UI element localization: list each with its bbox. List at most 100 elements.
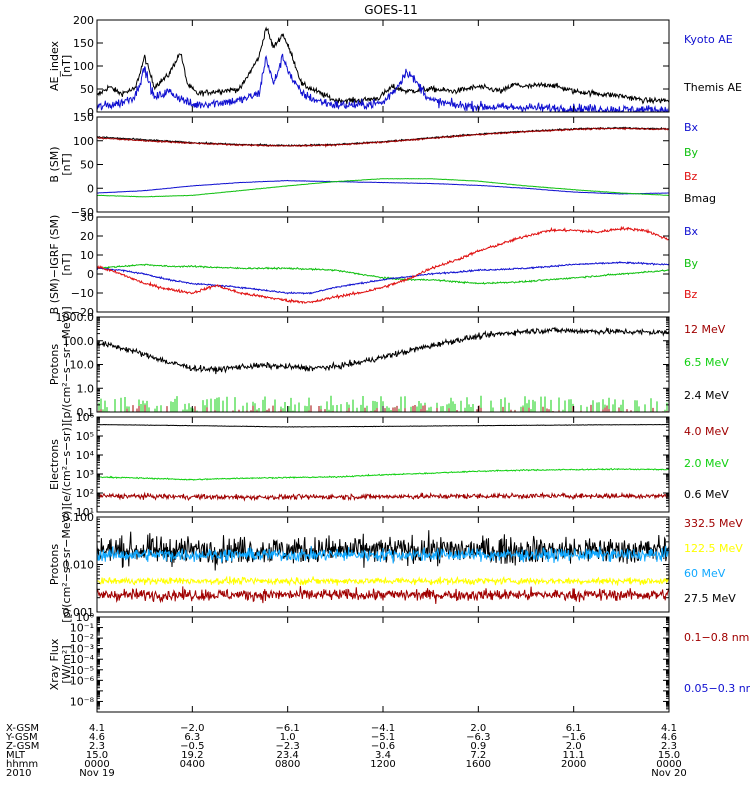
legend-entry: 2.4 MeV: [684, 389, 729, 402]
y-tick-label: 10⁻⁶: [70, 674, 95, 687]
x-tick-value: 0800: [275, 759, 300, 770]
x-tick-value: 11.1: [563, 750, 585, 761]
legend-entry: 60 MeV: [684, 567, 726, 580]
series-0-6-mev: [97, 423, 669, 428]
x-tick-value: 4.6: [661, 732, 677, 743]
y-tick-label: 0.100: [63, 511, 95, 524]
series-kyoto-ae: [97, 53, 669, 112]
legend-entry: 122.5 MeV: [684, 542, 743, 555]
y-axis-label: [nT]: [60, 153, 73, 175]
x-row-label: Y-GSM: [5, 732, 38, 743]
y-tick-label: 10²: [76, 487, 94, 500]
series-122-5-mev: [97, 575, 669, 587]
series-group: [97, 26, 669, 112]
legend-entry: Themis AE: [683, 81, 742, 94]
y-tick-label: 100: [73, 135, 94, 148]
y-tick-label: 30: [80, 211, 94, 224]
x-tick-value: Nov 19: [79, 768, 114, 779]
y-tick-label: 10⁴: [76, 449, 95, 462]
x-tick-value: 4.6: [89, 732, 105, 743]
series-bx: [97, 261, 669, 295]
y-axis-label: [p/(cm²−s−sr−MeV)]: [60, 506, 73, 622]
x-tick-value: −1.6: [562, 732, 586, 743]
legend-entry: 27.5 MeV: [684, 592, 736, 605]
x-tick-value: 7.2: [470, 750, 486, 761]
legend-entry: 0.05−0.3 nm: [684, 682, 750, 695]
y-axis-label: AE_index: [48, 40, 61, 91]
y-tick-label: 10: [80, 249, 94, 262]
x-tick-value: −5.1: [371, 732, 395, 743]
series-2-0-mev: [97, 467, 669, 481]
series-group: [97, 326, 669, 412]
y-tick-label: 50: [80, 83, 94, 96]
x-tick-value: 2.0: [470, 723, 486, 734]
y-axis-label: Protons: [48, 544, 61, 585]
y-tick-label: 0.010: [63, 559, 95, 572]
series-by: [97, 177, 669, 198]
y-tick-label: −50: [71, 206, 94, 219]
legend-entry: 0.6 MeV: [684, 488, 729, 501]
y-axis-label: B (SM)−IGRF (SM): [48, 215, 61, 315]
legend-entry: 332.5 MeV: [684, 517, 743, 530]
legend-entry: By: [684, 146, 699, 159]
y-tick-label: 10⁻¹: [70, 622, 94, 635]
x-tick-value: 6.1: [566, 723, 582, 734]
series-60-mev: [97, 545, 669, 564]
y-tick-label: 10⁻²: [70, 632, 94, 645]
x-tick-value: 2.0: [566, 741, 582, 752]
y-tick-label: 10⁰: [76, 611, 95, 624]
x-tick-value: 2.3: [89, 741, 105, 752]
y-tick-label: 200: [73, 14, 94, 27]
x-tick-value: −2.3: [276, 741, 300, 752]
x-tick-value: 0000: [656, 759, 681, 770]
x-tick-value: −0.5: [180, 741, 204, 752]
legend-entry: Bz: [684, 288, 698, 301]
series-bz: [97, 225, 669, 305]
legend-entry: Kyoto AE: [684, 33, 733, 46]
panel-protons_low: 0.1 1.0 10.0 100.0 1000.0 Protons [p/(cm²−s−sr…: [48, 306, 729, 422]
y-axis-label: [p/(cm²−s−sr−MeV)]: [60, 306, 73, 422]
plot-title: GOES-11: [364, 3, 418, 17]
legend-entry: Bmag: [684, 192, 716, 205]
legend-entry: Bx: [684, 225, 699, 238]
series-group: [97, 126, 669, 198]
x-row-label: MLT: [6, 750, 26, 761]
x-tick-value: 2.3: [661, 741, 677, 752]
x-tick-value: 3.4: [375, 750, 391, 761]
y-tick-label: 0.001: [63, 606, 95, 619]
series-group: [97, 225, 669, 305]
legend-entry: 0.1−0.8 nm: [684, 631, 749, 644]
legend-entry: Bz: [684, 170, 698, 183]
x-tick-value: 6.3: [184, 732, 200, 743]
y-tick-label: 10⁻⁵: [70, 664, 94, 677]
x-row-label: hhmm: [6, 759, 38, 770]
legend-entry: By: [684, 257, 699, 270]
y-tick-label: 0: [87, 268, 94, 281]
y-tick-label: 100.0: [63, 335, 95, 348]
y-tick-label: 10⁵: [76, 430, 94, 443]
y-tick-label: 100: [73, 60, 94, 73]
panel-electrons: 10¹ 10² 10³ 10⁴ 10⁵ 10⁶ Electrons [e/(cm²−s−sr)…: [48, 411, 729, 519]
y-tick-label: 10¹: [76, 506, 94, 519]
x-axis-table: X-GSMY-GSMZ-GSMMLThhmm20104.14.62.315.00…: [5, 723, 687, 779]
y-axis-label: [nT]: [60, 55, 73, 77]
x-tick-value: −6.1: [276, 723, 300, 734]
x-tick-value: 0000: [84, 759, 109, 770]
y-tick-label: 150: [73, 111, 94, 124]
series-332-5-mev: [97, 586, 669, 604]
x-tick-value: 0.9: [470, 741, 486, 752]
panel-protons_high: 0.001 0.010 0.100 Protons [p/(cm²−s−sr−MeV)]…: [48, 506, 743, 622]
y-tick-label: 10⁻⁴: [70, 653, 95, 666]
series-group: [97, 530, 669, 604]
x-row-label: X-GSM: [6, 723, 39, 734]
series-by: [97, 263, 669, 285]
panel-b_sm: −50 0 50 100 150 B (SM) [nT] Bx By Bz Bmag: [48, 111, 716, 219]
series-bx: [97, 179, 669, 195]
y-axis-label: B (SM): [48, 146, 61, 182]
x-tick-value: 1.0: [280, 732, 296, 743]
series-12-mev: [97, 404, 668, 412]
y-tick-label: 20: [80, 230, 94, 243]
y-axis-label: Protons: [48, 344, 61, 385]
legend-entry: 12 MeV: [684, 323, 726, 336]
